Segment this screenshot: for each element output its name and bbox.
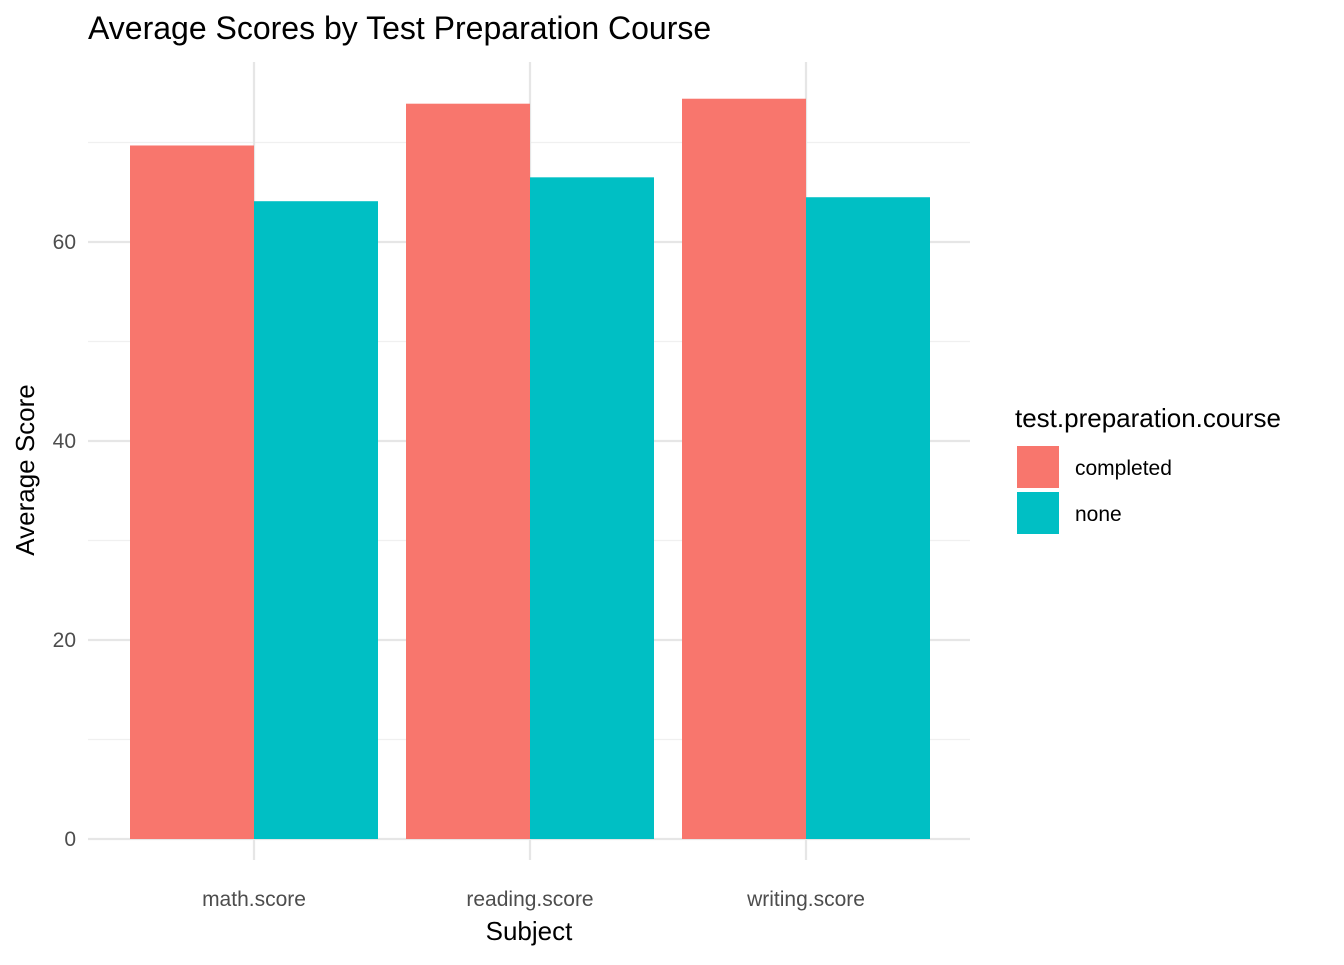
legend-title: test.preparation.course <box>1015 403 1281 433</box>
bar-completed-reading-score <box>406 103 530 839</box>
legend-key-none <box>1017 492 1059 534</box>
x-axis-ticks: math.score reading.score writing.score <box>202 888 865 911</box>
bar-completed-writing-score <box>682 98 806 840</box>
legend-label-none: none <box>1075 503 1122 526</box>
legend-items: completed none <box>1017 446 1172 534</box>
bars <box>130 98 930 840</box>
y-tick-label: 40 <box>53 430 76 453</box>
y-axis-ticks: 0 20 40 60 <box>53 231 76 851</box>
legend-key-completed <box>1017 446 1059 488</box>
bar-none-reading-score <box>530 177 654 839</box>
x-tick-label: reading.score <box>466 888 593 911</box>
bar-none-writing-score <box>806 197 930 840</box>
bar-none-math-score <box>254 201 378 839</box>
bar-completed-math-score <box>130 145 254 840</box>
legend: test.preparation.course completed none <box>1015 403 1281 534</box>
legend-label-completed: completed <box>1075 457 1172 480</box>
y-tick-label: 20 <box>53 629 76 652</box>
x-tick-label: writing.score <box>746 888 865 911</box>
y-tick-label: 0 <box>64 828 76 851</box>
y-axis-title: Average Score <box>10 384 40 556</box>
chart-title: Average Scores by Test Preparation Cours… <box>88 10 711 46</box>
x-axis-title: Subject <box>486 916 573 946</box>
y-tick-label: 60 <box>53 231 76 254</box>
x-tick-label: math.score <box>202 888 306 911</box>
